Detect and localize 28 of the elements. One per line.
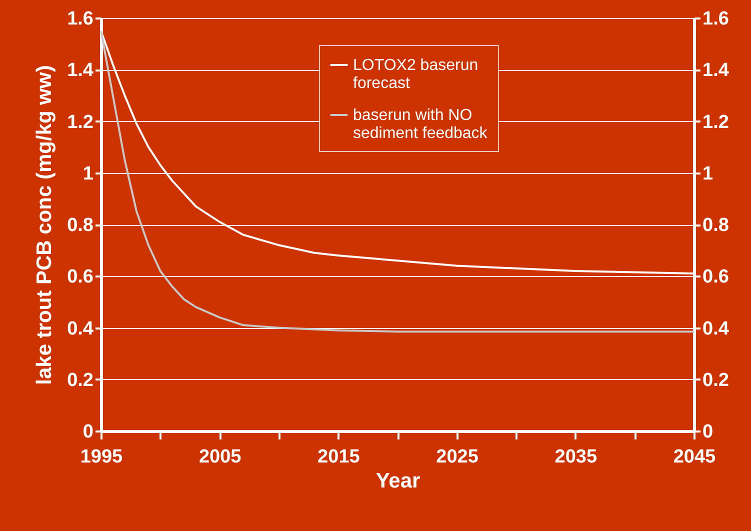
- x-tick-label: 1995: [80, 446, 124, 468]
- y2-tick-label: 0.8: [702, 215, 729, 236]
- y-tick-label: 0: [82, 422, 94, 442]
- y2-tick-label: 0.4: [702, 318, 730, 340]
- y-tick-label: 1.4: [67, 60, 94, 82]
- y-tick-label: 0.6: [67, 266, 94, 288]
- y-axis-title: lake trout PCB conc (mg/kg ww): [33, 65, 56, 385]
- y-tick-label: 0.4: [67, 318, 94, 340]
- x-tick-label: 2025: [436, 446, 479, 468]
- y2-tick-label: 1.4: [702, 60, 730, 82]
- legend-label: LOTOX2 baserun forecast: [353, 57, 478, 92]
- y2-tick-label: 0.6: [702, 266, 729, 288]
- x-tick-label: 2035: [554, 446, 598, 468]
- y2-tick-label: 1: [702, 163, 714, 184]
- legend-label: baserun with NO sediment feedback: [353, 107, 488, 142]
- y2-tick-label: 1.2: [702, 112, 729, 133]
- y-tick-label: 0.2: [67, 370, 94, 391]
- y-tick-label: 1: [82, 163, 94, 184]
- y2-tick-label: 1.6: [702, 8, 729, 30]
- x-tick-label: 2015: [318, 446, 360, 468]
- x-axis-title: Year: [376, 470, 420, 492]
- x-tick-label: 2005: [198, 446, 242, 468]
- x-tick-label: 2045: [673, 446, 716, 468]
- y2-tick-label: 0: [702, 422, 714, 442]
- y-tick-label: 0.8: [67, 215, 94, 236]
- y2-tick-label: 0.2: [702, 370, 729, 391]
- y-tick-label: 1.2: [67, 112, 94, 133]
- y-tick-label: 1.6: [67, 8, 94, 30]
